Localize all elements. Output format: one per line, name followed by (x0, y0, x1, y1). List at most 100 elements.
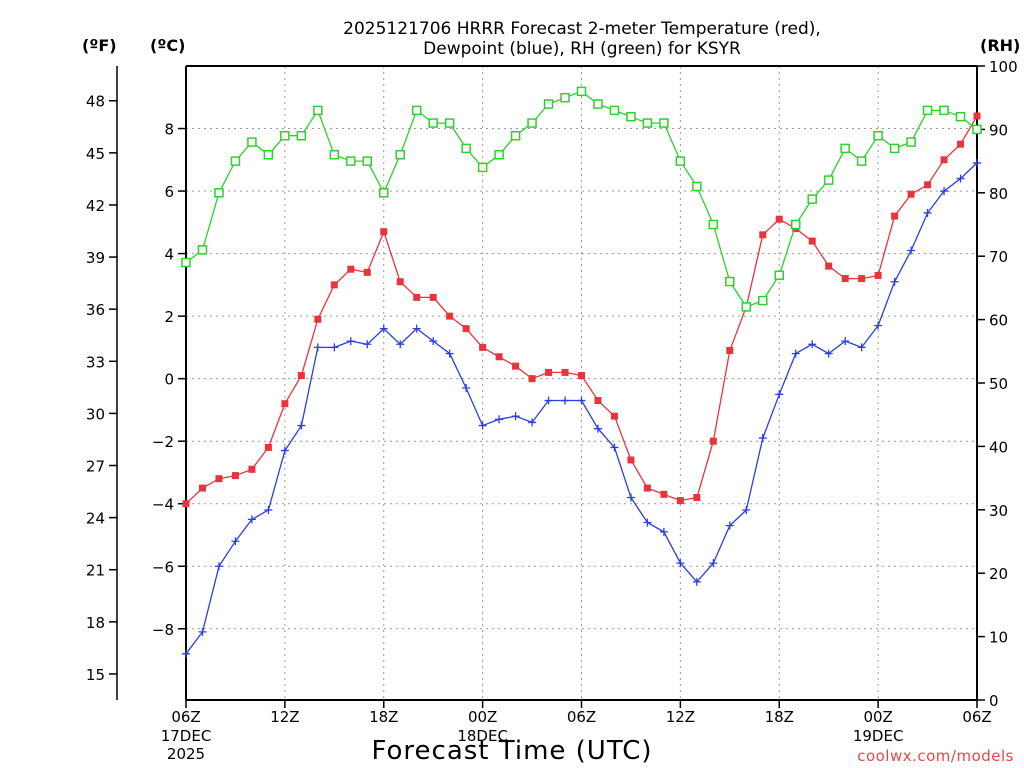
data-point (955, 111, 966, 122)
data-point (692, 577, 701, 586)
data-point (840, 143, 850, 154)
data-point (495, 353, 503, 361)
data-point (510, 130, 521, 141)
data-point (561, 396, 570, 405)
x-date-label: 17DEC (161, 727, 212, 745)
data-point (972, 124, 982, 135)
data-point (248, 465, 256, 473)
data-point (297, 421, 306, 430)
gridlines (186, 66, 977, 700)
celsius-tick-label: −2 (152, 433, 174, 451)
data-point (610, 443, 619, 452)
fahrenheit-tick-label: 24 (86, 510, 105, 528)
data-point (330, 281, 338, 289)
data-point (626, 111, 636, 122)
data-point (774, 270, 784, 280)
data-point (247, 515, 256, 524)
data-point (808, 340, 817, 349)
rh-tick-label: 80 (989, 185, 1008, 203)
data-point (280, 446, 289, 455)
data-point (395, 150, 405, 160)
x-tick-label: 18Z (369, 708, 398, 726)
data-point (741, 302, 752, 312)
data-point (890, 277, 899, 286)
data-point (939, 105, 949, 116)
fahrenheit-tick-label: 42 (86, 197, 105, 215)
data-point (462, 325, 470, 333)
data-point (643, 518, 652, 527)
data-point (874, 271, 882, 279)
data-point (626, 493, 635, 502)
data-point (906, 137, 916, 147)
data-point (313, 105, 323, 116)
data-point (362, 156, 373, 166)
data-point (428, 118, 438, 128)
credit-text: coolwx.com/models (857, 747, 1014, 765)
chart-title-line-1: 2025121706 HRRR Forecast 2-meter Tempera… (343, 19, 821, 39)
data-point (725, 521, 734, 530)
fahrenheit-tick-label: 18 (86, 614, 105, 632)
data-point (413, 293, 421, 301)
data-point (561, 368, 569, 376)
data-point (891, 212, 899, 220)
fahrenheit-tick-label: 27 (86, 458, 105, 476)
data-point (807, 194, 817, 204)
x-tick-label: 06Z (962, 708, 991, 726)
data-point (280, 130, 290, 141)
x-tick-label: 12Z (666, 708, 695, 726)
data-point (479, 343, 487, 351)
data-point (494, 150, 504, 160)
rh-tick-label: 60 (989, 312, 1008, 330)
x-tick-label: 12Z (270, 708, 299, 726)
rh-tick-label: 40 (989, 438, 1008, 456)
data-point (576, 86, 587, 97)
data-point (923, 208, 932, 217)
data-point (791, 349, 800, 358)
data-point (907, 190, 915, 198)
data-point (578, 372, 585, 380)
data-point (181, 257, 191, 268)
data-point (363, 268, 371, 276)
data-point (922, 105, 933, 116)
rh-tick-label: 100 (989, 58, 1018, 76)
x-axis-title: Forecast Time (UTC) (371, 736, 652, 766)
fahrenheit-tick-label: 48 (86, 93, 105, 111)
data-point (676, 559, 685, 568)
celsius-tick-label: −8 (152, 621, 174, 639)
data-point (708, 219, 719, 230)
fahrenheit-tick-label: 45 (86, 145, 105, 163)
rh-tick-label: 70 (989, 248, 1008, 266)
data-point (543, 99, 554, 109)
data-point (182, 649, 190, 658)
data-point (296, 130, 307, 141)
fahrenheit-tick-label: 21 (86, 562, 105, 580)
rh-tick-label: 10 (989, 629, 1008, 647)
data-point (264, 443, 272, 451)
data-point (594, 397, 602, 405)
data-point (198, 627, 207, 636)
celsius-tick-label: 4 (164, 246, 174, 264)
data-point (973, 158, 981, 167)
x-tick-label: 00Z (863, 708, 892, 726)
data-point (527, 118, 537, 128)
data-point (396, 340, 405, 349)
data-point (823, 175, 834, 185)
data-point (429, 293, 437, 301)
data-point (642, 118, 653, 128)
data-point (709, 437, 717, 445)
data-point (775, 215, 783, 223)
data-point (264, 505, 273, 514)
data-point (347, 265, 355, 273)
data-point (660, 490, 668, 498)
data-point (396, 278, 404, 286)
rh-tick-label: 0 (989, 692, 999, 710)
data-point (726, 347, 734, 355)
data-point (874, 321, 883, 330)
data-point (214, 188, 224, 198)
axes: 151821242730333639424548−8−6−4−202468010… (86, 58, 1018, 763)
data-point (841, 337, 850, 346)
data-point (512, 362, 520, 370)
data-point (230, 156, 241, 166)
x-tick-label: 06Z (171, 708, 200, 726)
